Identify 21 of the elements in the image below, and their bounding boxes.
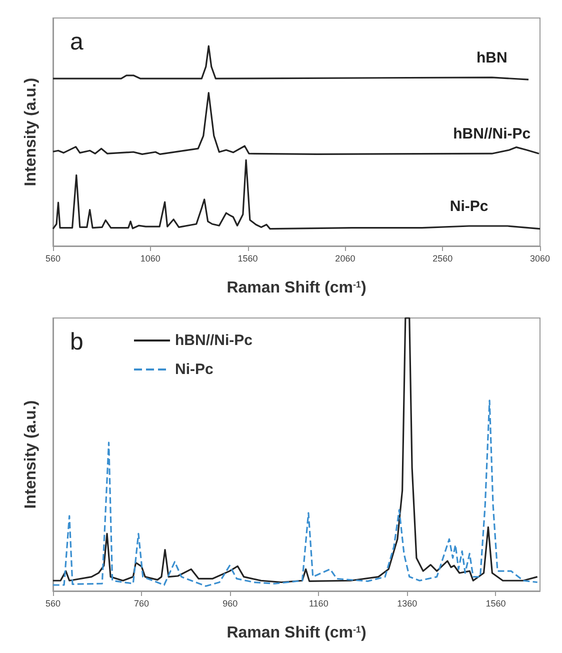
annotation: b	[70, 328, 84, 356]
x-tick-label: 3060	[530, 254, 550, 264]
x-tick-label: 1360	[397, 598, 418, 608]
y-axis-title: Intensity (a.u.)	[22, 400, 40, 509]
legend-label: Ni-Pc	[175, 361, 214, 378]
x-tick-label: 560	[45, 254, 61, 264]
x-tick-label: 1160	[308, 598, 328, 608]
series-label: hBN	[476, 49, 508, 66]
series-label: hBN//Ni-Pc	[453, 126, 531, 143]
x-tick-label: 1560	[486, 598, 506, 608]
x-tick-label: 2060	[335, 254, 356, 264]
series-label: Ni-Pc	[450, 198, 488, 215]
y-axis-title: Intensity (a.u.)	[22, 78, 40, 186]
legend-label: hBN//Ni-Pc	[175, 332, 253, 349]
x-tick-label: 960	[222, 598, 238, 608]
annotation: a	[70, 28, 84, 56]
x-tick-label: 760	[134, 598, 150, 608]
x-tick-label: 1560	[238, 254, 258, 264]
x-tick-label: 2560	[432, 254, 453, 264]
x-tick-label: 560	[45, 598, 61, 608]
x-tick-label: 1060	[140, 254, 160, 264]
